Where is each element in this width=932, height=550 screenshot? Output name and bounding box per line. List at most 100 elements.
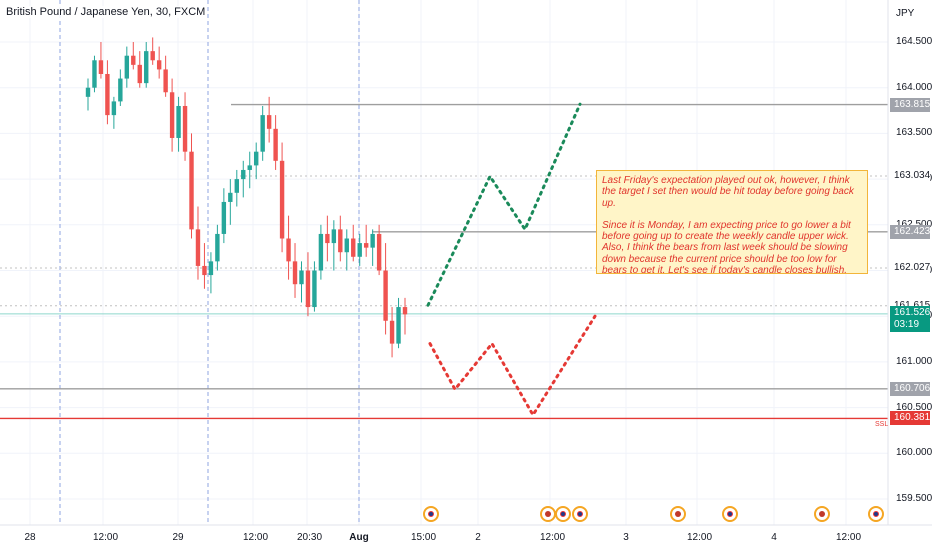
economic-event-flag-icon[interactable] (722, 506, 738, 522)
candle-body (85, 87, 91, 97)
event-marker-dot (727, 511, 733, 517)
candle-body (176, 105, 181, 138)
time-tick-label: 12:00 (540, 532, 566, 543)
price-tick-label: 164.500 (896, 36, 932, 47)
candle-body (279, 160, 285, 239)
candle-body (124, 55, 130, 79)
price-tick-label: 160.000 (896, 447, 932, 459)
bar-countdown: 03:19 (894, 318, 920, 330)
candle-body (208, 261, 214, 276)
candle-body (234, 179, 239, 193)
economic-event-icon[interactable] (814, 506, 830, 522)
candle-body (312, 270, 317, 308)
price-tag-160-381: 160.381 (890, 411, 930, 426)
candles (85, 37, 408, 358)
bearish-forecast-path[interactable] (428, 314, 597, 418)
candle-body (189, 151, 194, 230)
ssl-label: SSL (875, 421, 889, 428)
time-tick-label: 12:00 (687, 532, 713, 543)
candle-body (182, 105, 188, 152)
annotation-note[interactable]: Last Friday's expectation played out ok,… (596, 170, 868, 274)
candle-body (396, 307, 401, 344)
event-marker-dot (873, 511, 879, 517)
bullish-forecast-path[interactable] (426, 102, 582, 307)
candle-body (370, 233, 375, 248)
time-tick-label: Aug (349, 532, 369, 543)
price-tick-label: 164.000 (896, 81, 932, 93)
currency-label: JPY (896, 8, 915, 19)
candle-body (156, 60, 162, 70)
event-marker-dot (819, 511, 825, 517)
candle-body (111, 101, 117, 116)
session-separators (59, 0, 360, 525)
candle-body (202, 265, 207, 276)
candle-body (338, 229, 343, 253)
candle-body (260, 115, 265, 152)
time-tick-label: 4 (771, 532, 777, 543)
candle-body (389, 320, 395, 344)
candle-body (163, 69, 168, 93)
time-tick-label: 15:00 (411, 532, 437, 543)
candle-body (92, 60, 97, 88)
candle-body (144, 51, 149, 84)
note-paragraph-1: Last Friday's expectation played out ok,… (602, 175, 854, 209)
time-tick-label: 12:00 (243, 532, 269, 543)
time-tick-label: 28 (24, 532, 36, 543)
time-tick-label: 12:00 (836, 532, 862, 543)
economic-event-flag-icon[interactable] (555, 506, 571, 522)
candle-body (292, 261, 298, 285)
candle-body (376, 233, 382, 271)
price-tick-label: 162.500 (896, 219, 932, 230)
candle-body (299, 270, 304, 285)
price-tag-163-815: 163.815 (890, 97, 930, 112)
event-marker-dot (675, 511, 681, 517)
candle-body (215, 233, 220, 262)
event-marker-dot (577, 511, 583, 517)
price-tag-160-706: 160.706 (890, 381, 930, 396)
candle-body (169, 92, 175, 138)
time-tick-label: 3 (623, 532, 629, 543)
time-tick-label: 29 (172, 532, 184, 543)
candle-body (254, 151, 259, 166)
candle-body (383, 270, 388, 321)
price-tick-label: 159.500 (896, 493, 932, 504)
current-price-value: 161.526 (894, 306, 931, 318)
candle-body (357, 243, 362, 257)
candle-body (221, 201, 227, 234)
time-tick-label: 2 (475, 532, 481, 543)
economic-event-flag-icon[interactable] (572, 506, 588, 522)
candle-body (247, 165, 252, 170)
event-marker-dot (545, 511, 551, 517)
economic-event-flag-icon[interactable] (868, 506, 884, 522)
candle-body (266, 115, 272, 129)
candle-body (331, 229, 337, 244)
note-paragraph-2: Since it is Monday, I am expecting price… (602, 219, 851, 274)
chart-title: British Pound / Japanese Yen, 30, FXCM (4, 6, 208, 18)
candle-body (305, 270, 311, 308)
candle-body (105, 73, 110, 116)
economic-event-icon[interactable] (540, 506, 556, 522)
candle-body (325, 233, 330, 244)
candle-body (402, 307, 408, 315)
candle-body (228, 192, 233, 202)
candle-body (137, 64, 142, 84)
price-tag-162-423: 162.423 (890, 224, 930, 239)
grid-lines (0, 0, 888, 525)
candle-body (150, 51, 155, 61)
price-tick-label: 161.000 (896, 355, 932, 367)
economic-event-flag-icon[interactable] (423, 506, 439, 522)
candle-body (131, 55, 136, 65)
candle-body (195, 229, 201, 266)
economic-event-icon[interactable] (670, 506, 686, 522)
candle-body (286, 238, 291, 262)
price-tick-label: 160.500 (896, 401, 932, 413)
current-price-tag: 161.526 03:19 (890, 305, 931, 332)
candle-body (318, 233, 324, 271)
forecast-paths[interactable] (426, 102, 597, 418)
candle-body (273, 128, 278, 161)
event-marker-dot (560, 511, 566, 517)
candle-body (344, 238, 349, 253)
candle-body (363, 243, 369, 248)
candle-body (351, 238, 356, 257)
